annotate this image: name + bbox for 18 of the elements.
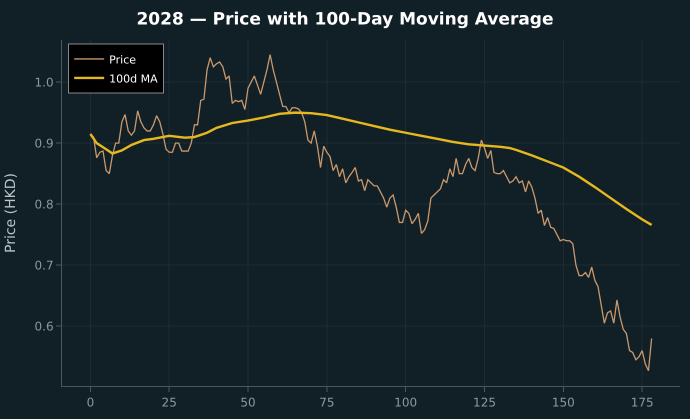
chart-title: 2028 — Price with 100-Day Moving Average — [136, 9, 554, 30]
x-tick-label: 125 — [473, 395, 496, 410]
x-tick-label: 175 — [630, 395, 654, 410]
x-tick-label: 100 — [394, 395, 418, 410]
y-tick-label: 0.7 — [34, 258, 54, 272]
line-series — [89, 111, 653, 226]
y-tick-label: 0.8 — [34, 197, 54, 212]
y-axis-title: Price (HKD) — [3, 172, 20, 254]
legend-label: 100d MA — [109, 72, 158, 86]
legend-label: Price — [109, 53, 136, 66]
x-tick-label: 150 — [552, 395, 575, 410]
y-tick-label: 1.0 — [34, 75, 54, 90]
x-tick-label: 0 — [86, 395, 94, 410]
x-tick-label: 25 — [162, 395, 177, 410]
y-tick-label: 0.6 — [34, 319, 54, 334]
y-tick-label: 0.9 — [34, 136, 54, 150]
x-tick-label: 50 — [240, 395, 256, 410]
x-tick-label: 75 — [319, 395, 334, 410]
